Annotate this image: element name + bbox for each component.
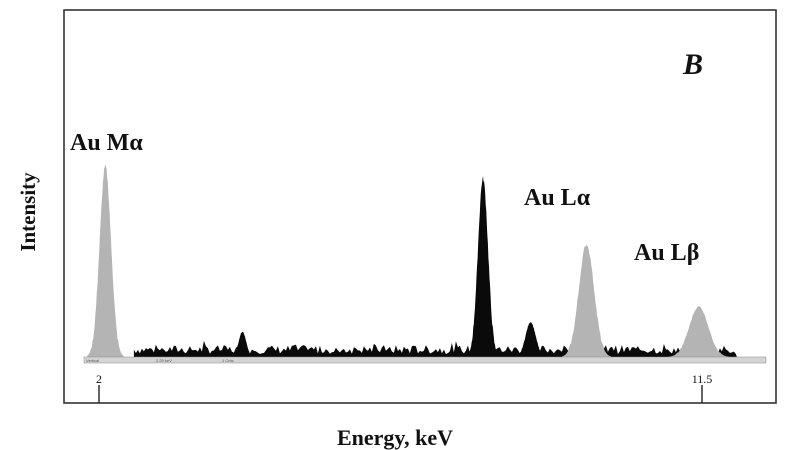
spectrum-peak-0 (87, 164, 124, 357)
x-axis-label: Energy, keV (337, 425, 453, 450)
annotation-au-lbeta: Au Lβ (634, 240, 699, 266)
spectrum-layer (87, 164, 737, 357)
spectrum-peak-3 (514, 322, 547, 357)
y-axis-label: Intensity (16, 172, 40, 252)
spectrum-baseline-strip (83, 356, 767, 364)
annotation-au-lalpha: Au Lα (524, 185, 591, 211)
x-axis-ticks: 2 11.5 (96, 372, 712, 403)
x-tick-label-1: 11.5 (692, 372, 713, 386)
plot-frame (63, 9, 777, 404)
strip-text-0: Vertical (86, 358, 99, 363)
x-tick-label-0: 2 (96, 372, 102, 386)
noise-floor (133, 340, 737, 357)
strip-text-2: 1 Cnts (222, 358, 234, 363)
strip-text-1: 2.29 keV (156, 358, 172, 363)
spectrum-peak-5 (668, 306, 730, 357)
spectrum-peak-1 (230, 331, 255, 357)
annotation-au-malpha: Au Mα (70, 130, 143, 156)
panel-label: B (682, 48, 703, 81)
spectrum-peak-4 (562, 244, 611, 357)
baseline-strip-text: Vertical 2.29 keV 1 Cnts (86, 358, 234, 363)
spectrum-peak-2 (466, 176, 500, 357)
